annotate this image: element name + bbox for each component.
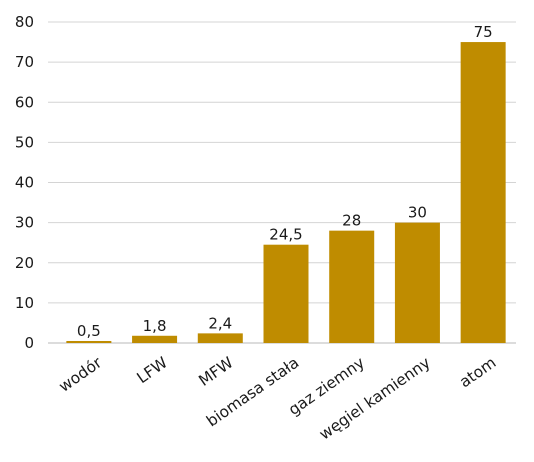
y-tick-label: 50 xyxy=(15,133,34,151)
x-tick-label: wodór xyxy=(56,353,106,396)
data-label: 0,5 xyxy=(77,322,101,340)
bar xyxy=(66,340,112,343)
data-labels: 0,5 1,8 2,4 24,5 28 30 75 xyxy=(77,23,493,340)
bar xyxy=(460,42,506,343)
y-tick-label: 10 xyxy=(15,294,34,312)
data-label: 30 xyxy=(408,204,427,222)
y-tick-label: 0 xyxy=(24,334,34,352)
data-label: 1,8 xyxy=(143,317,167,335)
data-label: 75 xyxy=(474,23,493,41)
data-label: 28 xyxy=(342,212,361,230)
data-label: 24,5 xyxy=(269,226,302,244)
bar xyxy=(329,230,375,343)
bar xyxy=(132,335,178,343)
x-tick-label: atom xyxy=(456,354,499,392)
bar xyxy=(263,244,309,343)
y-tick-label: 80 xyxy=(15,13,34,31)
x-tick-label: węgiel kamienny xyxy=(316,354,434,444)
y-tick-label: 70 xyxy=(15,53,34,71)
y-tick-label: 30 xyxy=(15,214,34,232)
x-tick-label: LFW xyxy=(134,354,171,388)
data-label: 2,4 xyxy=(208,314,232,332)
x-tick-label: MFW xyxy=(195,354,236,390)
gridlines xyxy=(48,21,516,344)
y-tick-label: 20 xyxy=(15,254,34,272)
y-tick-label: 60 xyxy=(15,93,34,111)
bar xyxy=(197,333,243,343)
y-axis-ticks: 0 10 20 30 40 50 60 70 80 xyxy=(15,13,34,352)
bar xyxy=(394,222,440,343)
bars xyxy=(66,42,506,343)
y-tick-label: 40 xyxy=(15,174,34,192)
